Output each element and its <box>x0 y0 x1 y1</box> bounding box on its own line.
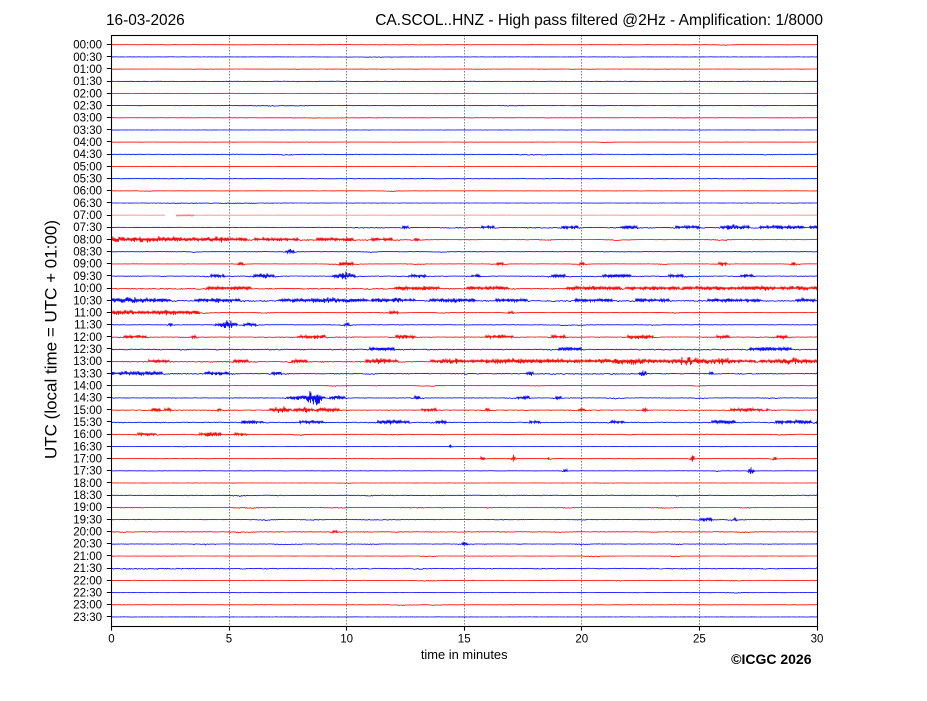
svg-text:03:00: 03:00 <box>73 113 102 125</box>
svg-text:09:00: 09:00 <box>73 259 102 271</box>
svg-text:18:30: 18:30 <box>73 490 102 502</box>
svg-text:20:30: 20:30 <box>73 539 102 551</box>
svg-text:30: 30 <box>811 634 824 646</box>
svg-text:06:00: 06:00 <box>73 186 102 198</box>
svg-text:11:30: 11:30 <box>74 320 102 332</box>
svg-text:©ICGC 2026: ©ICGC 2026 <box>731 651 812 667</box>
svg-text:5: 5 <box>226 634 232 646</box>
svg-text:17:00: 17:00 <box>73 454 102 466</box>
svg-text:01:30: 01:30 <box>73 76 102 88</box>
svg-text:22:30: 22:30 <box>73 587 102 599</box>
svg-text:01:00: 01:00 <box>73 64 102 76</box>
svg-text:05:00: 05:00 <box>73 161 102 173</box>
svg-text:04:30: 04:30 <box>73 149 102 161</box>
svg-text:17:30: 17:30 <box>73 466 102 478</box>
svg-text:06:30: 06:30 <box>73 198 102 210</box>
svg-text:04:00: 04:00 <box>73 137 102 149</box>
svg-text:13:30: 13:30 <box>73 368 102 380</box>
svg-text:11:00: 11:00 <box>74 307 102 319</box>
svg-text:14:30: 14:30 <box>73 393 102 405</box>
svg-text:UTC (local time = UTC + 01:00): UTC (local time = UTC + 01:00) <box>42 220 61 459</box>
svg-text:19:00: 19:00 <box>73 502 102 514</box>
svg-text:23:30: 23:30 <box>73 612 102 624</box>
svg-text:16-03-2026: 16-03-2026 <box>106 12 185 29</box>
svg-text:19:30: 19:30 <box>73 514 102 526</box>
svg-text:20:00: 20:00 <box>73 527 102 539</box>
svg-text:21:00: 21:00 <box>73 551 102 563</box>
svg-text:16:30: 16:30 <box>73 441 102 453</box>
svg-text:09:30: 09:30 <box>73 271 102 283</box>
svg-text:10:00: 10:00 <box>73 283 102 295</box>
svg-text:00:00: 00:00 <box>73 40 102 52</box>
svg-text:CA.SCOL..HNZ - High pass filte: CA.SCOL..HNZ - High pass filtered @2Hz -… <box>375 12 823 29</box>
svg-text:07:30: 07:30 <box>73 222 102 234</box>
svg-text:05:30: 05:30 <box>73 174 102 186</box>
svg-text:14:00: 14:00 <box>73 381 102 393</box>
svg-text:18:00: 18:00 <box>73 478 102 490</box>
svg-text:time in minutes: time in minutes <box>421 647 508 662</box>
svg-text:16:00: 16:00 <box>73 429 102 441</box>
svg-text:08:00: 08:00 <box>73 234 102 246</box>
svg-text:23:00: 23:00 <box>73 600 102 612</box>
svg-text:07:00: 07:00 <box>73 210 102 222</box>
svg-text:12:00: 12:00 <box>73 332 102 344</box>
svg-text:03:30: 03:30 <box>73 125 102 137</box>
svg-text:12:30: 12:30 <box>73 344 102 356</box>
svg-text:15:00: 15:00 <box>73 405 102 417</box>
svg-text:15:30: 15:30 <box>73 417 102 429</box>
svg-text:08:30: 08:30 <box>73 247 102 259</box>
svg-text:21:30: 21:30 <box>73 563 102 575</box>
svg-text:20: 20 <box>575 634 588 646</box>
svg-text:15: 15 <box>458 634 471 646</box>
svg-text:0: 0 <box>108 634 114 646</box>
svg-text:10:30: 10:30 <box>73 295 102 307</box>
svg-text:00:30: 00:30 <box>73 52 102 64</box>
svg-text:22:00: 22:00 <box>73 575 102 587</box>
svg-text:10: 10 <box>340 634 353 646</box>
svg-text:13:00: 13:00 <box>73 356 102 368</box>
svg-text:02:00: 02:00 <box>73 88 102 100</box>
svg-text:25: 25 <box>693 634 706 646</box>
svg-text:02:30: 02:30 <box>73 101 102 113</box>
